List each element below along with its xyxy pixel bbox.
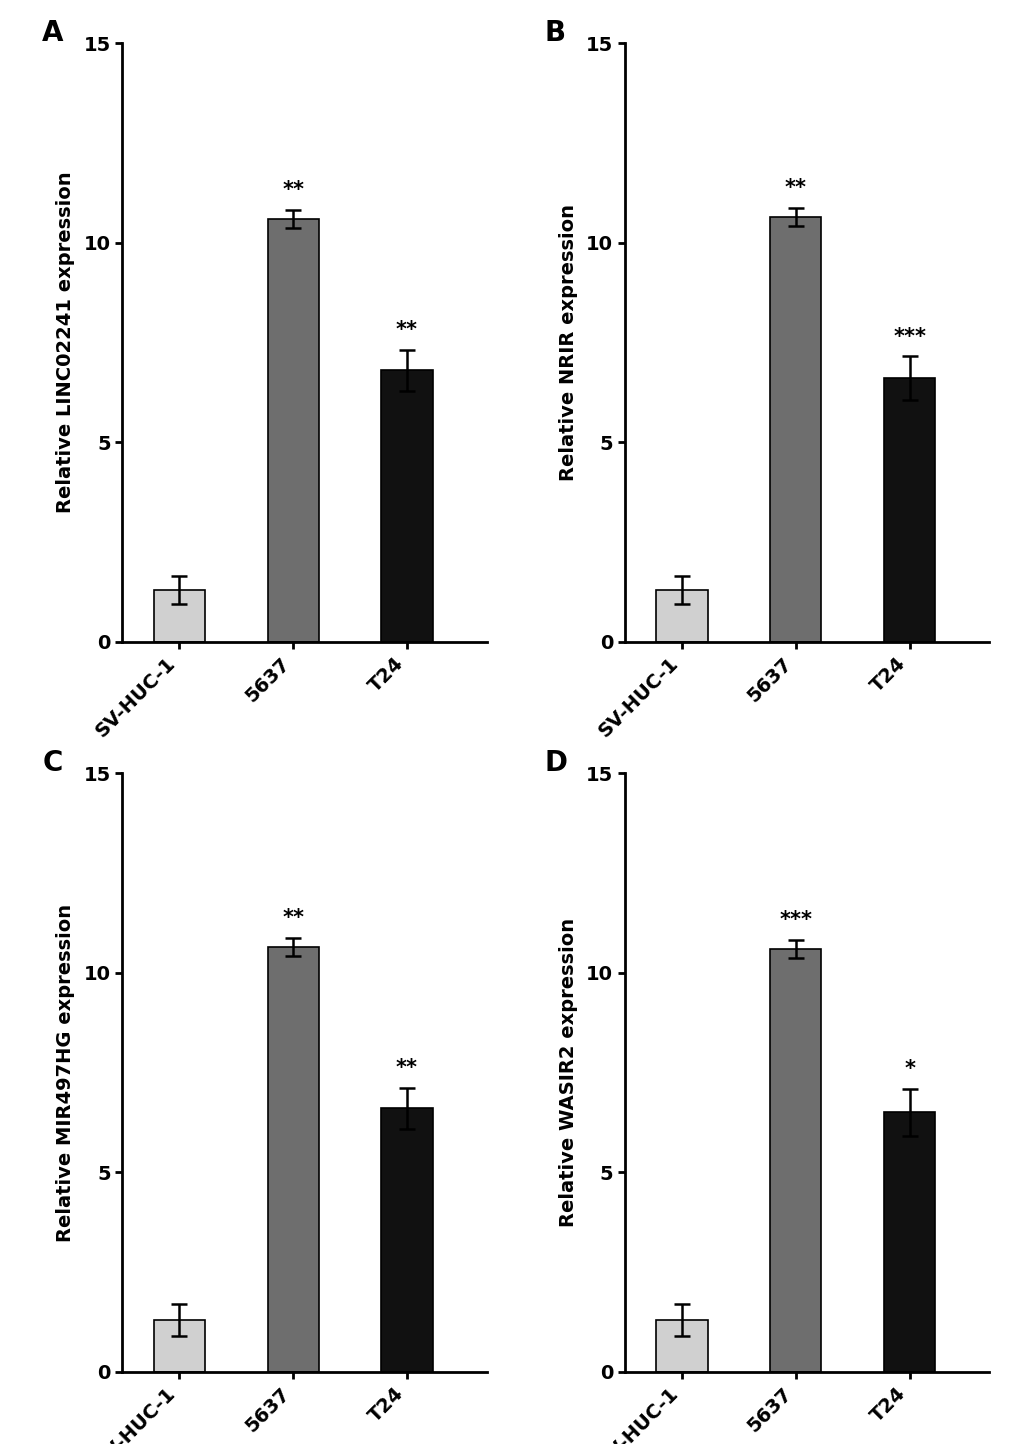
- Text: **: **: [395, 319, 418, 339]
- Bar: [267, 219, 319, 641]
- Y-axis label: Relative MIR497HG expression: Relative MIR497HG expression: [56, 904, 75, 1242]
- Bar: [769, 949, 820, 1372]
- Text: **: **: [282, 908, 304, 928]
- Text: ***: ***: [893, 326, 925, 347]
- Text: B: B: [544, 19, 566, 48]
- Text: *: *: [903, 1060, 914, 1079]
- Bar: [883, 378, 934, 641]
- Text: ***: ***: [779, 910, 811, 930]
- Y-axis label: Relative WASIR2 expression: Relative WASIR2 expression: [558, 918, 577, 1227]
- Text: **: **: [784, 178, 806, 198]
- Bar: [656, 589, 707, 641]
- Bar: [883, 1112, 934, 1372]
- Bar: [267, 947, 319, 1372]
- Bar: [769, 217, 820, 641]
- Bar: [154, 589, 205, 641]
- Text: D: D: [544, 749, 568, 777]
- Bar: [381, 1109, 432, 1372]
- Text: **: **: [395, 1058, 418, 1077]
- Text: **: **: [282, 180, 304, 201]
- Bar: [154, 1320, 205, 1372]
- Bar: [381, 371, 432, 641]
- Bar: [656, 1320, 707, 1372]
- Y-axis label: Relative NRIR expression: Relative NRIR expression: [558, 204, 577, 481]
- Text: A: A: [42, 19, 64, 48]
- Y-axis label: Relative LINC02241 expression: Relative LINC02241 expression: [56, 172, 75, 513]
- Text: C: C: [42, 749, 62, 777]
